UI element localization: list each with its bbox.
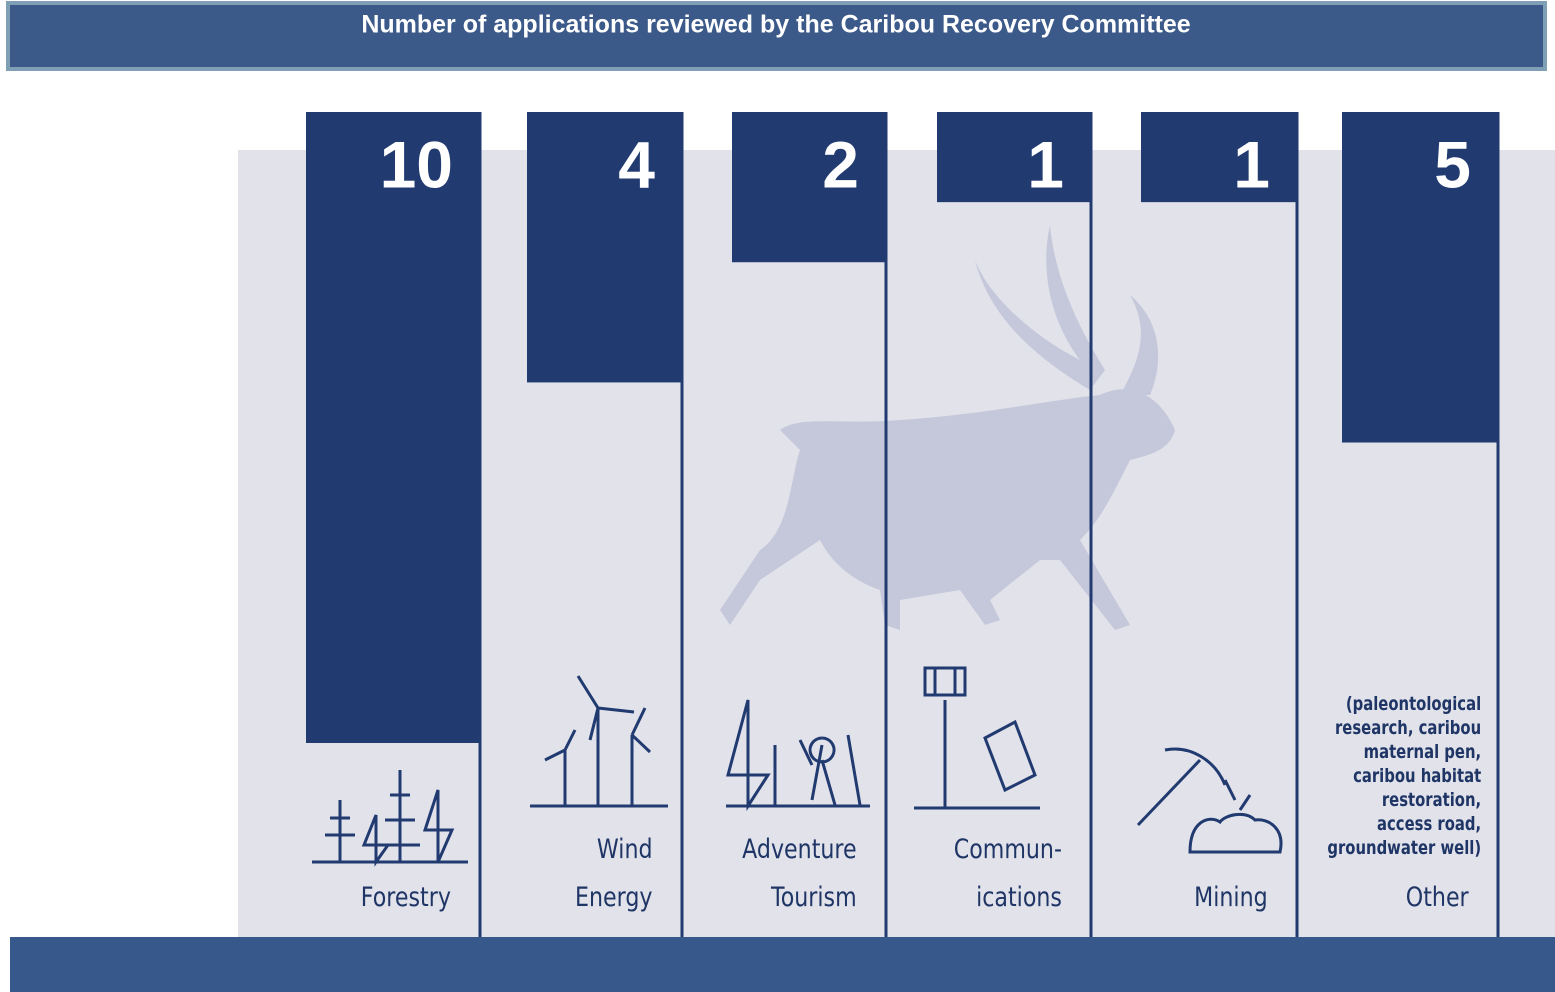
footer-band bbox=[10, 937, 1555, 992]
category-label: Commun- ications bbox=[954, 826, 1062, 922]
bar bbox=[1342, 112, 1499, 443]
bar bbox=[937, 112, 1092, 202]
bar bbox=[306, 112, 481, 743]
category-label: Wind Energy bbox=[575, 826, 653, 922]
category-note: (paleontological research, caribou mater… bbox=[1327, 692, 1481, 860]
value-label: 4 bbox=[618, 127, 655, 201]
category-label: Forestry bbox=[361, 874, 451, 922]
category-label: Mining bbox=[1194, 874, 1268, 922]
value-label: 1 bbox=[1027, 127, 1064, 201]
bar bbox=[1141, 112, 1298, 202]
value-label: 5 bbox=[1434, 127, 1471, 201]
page: Number of applications reviewed by the C… bbox=[0, 0, 1555, 992]
bar bbox=[732, 112, 887, 262]
value-label: 2 bbox=[822, 127, 859, 201]
value-label: 1 bbox=[1233, 127, 1270, 201]
value-label: 10 bbox=[380, 127, 453, 201]
bar bbox=[527, 112, 683, 382]
chart-title: Number of applications reviewed by the C… bbox=[361, 11, 1190, 39]
category-label: Adventure Tourism bbox=[742, 826, 857, 922]
category-label: Other bbox=[1406, 874, 1469, 922]
